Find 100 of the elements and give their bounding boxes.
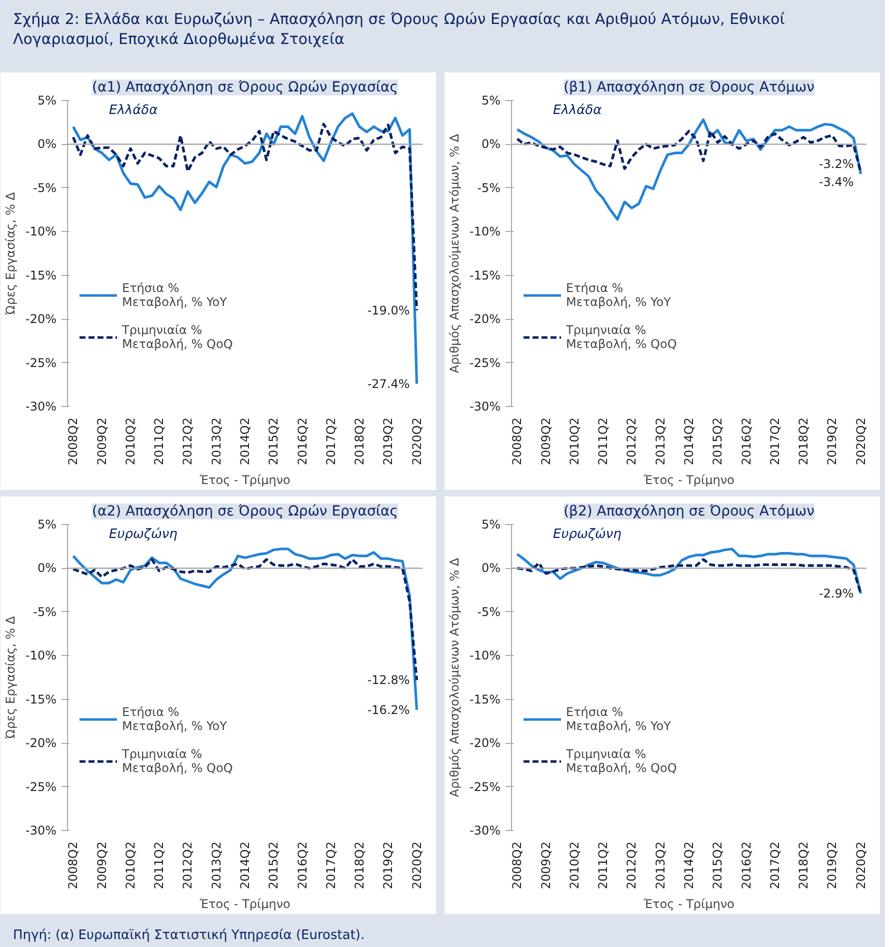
y-tick-label: -30% [470,824,501,838]
y-tick-label: 0% [37,137,57,152]
data-label: -3.4% [818,174,854,189]
legend-label: Ετήσια % Μεταβολή, % YoY [566,705,671,733]
annotation: Ελλάδα [553,103,602,118]
legend-label: Ετήσια % Μεταβολή, % YoY [122,281,227,309]
x-tick-label: 2009Q2 [94,417,109,466]
x-tick-label: 2013Q2 [653,417,668,466]
x-tick-label: 2013Q2 [653,841,668,890]
y-tick-label: 5% [481,94,501,108]
y-tick-label: -10% [470,648,501,663]
x-tick-label: 2020Q2 [410,417,424,466]
y-tick-label: -5% [477,180,501,195]
x-tick-label: 2020Q2 [410,841,424,890]
data-label: -27.4% [367,376,410,391]
x-tick-label: 2018Q2 [796,417,811,466]
chart-title: Σχήμα 2: Ελλάδα και Ευρωζώνη – Απασχόληση σε Όρους Ωρών Εργασίας και Αριθμού Ατόμων, Εθνικοί Λογαριασμοί, Εποχικά Διορθωμένα Στοιχεία [13,9,786,50]
x-tick-label: 2012Q2 [624,417,639,466]
y-tick-label: -15% [26,692,57,706]
x-tick-label: 2017Q2 [768,417,782,466]
x-tick-label: 2019Q2 [381,417,396,466]
x-tick-label: 2020Q2 [854,841,868,890]
y-tick-label: 5% [37,94,57,108]
x-tick-label: 2008Q2 [66,417,80,466]
x-tick-label: 2014Q2 [238,841,252,890]
x-tick-label: 2017Q2 [324,417,338,466]
y-tick-label: -25% [470,780,501,794]
x-tick-label: 2010Q2 [567,417,582,466]
x-tick-label: 2010Q2 [567,841,582,890]
x-tick-label: 2017Q2 [324,841,338,890]
annotation: Ελλάδα [109,103,158,118]
x-tick-label: 2015Q2 [266,417,281,466]
y-tick-label: -15% [470,692,501,706]
x-tick-label: 2019Q2 [381,841,396,890]
x-tick-label: 2016Q2 [295,841,310,890]
x-tick-label: 2018Q2 [352,417,367,466]
y-tick-label: -5% [33,604,57,619]
x-tick-label: 2013Q2 [209,841,224,890]
y-axis-title: Αριθμός Απασχολούμενων Ατόμων, % Δ [448,557,462,798]
y-axis-title: Ώρες Εργασίας, % Δ [4,191,18,316]
y-tick-label: -5% [477,604,501,619]
x-tick-label: 2010Q2 [123,417,138,466]
y-tick-label: -10% [26,224,57,239]
chart-subtitle: (β1) Απασχόληση σε Όρους Ατόμων [564,80,815,96]
x-tick-label: 2019Q2 [825,841,840,890]
y-tick-label: 0% [37,561,57,576]
y-tick-label: -20% [26,312,57,326]
y-tick-label: -5% [33,180,57,195]
x-tick-label: 2009Q2 [94,841,109,890]
legend-label: Τριμηνιαία % Μεταβολή, % QoQ [122,323,233,351]
x-tick-label: 2013Q2 [209,417,224,466]
data-label: -19.0% [367,303,410,318]
data-label: -16.2% [367,702,410,717]
annotation: Ευρωζώνη [109,527,178,542]
legend-label: Ετήσια % Μεταβολή, % YoY [566,281,671,309]
x-tick-label: 2011Q2 [152,841,166,890]
x-tick-label: 2011Q2 [596,841,610,890]
y-tick-label: -30% [26,400,57,414]
x-tick-label: 2015Q2 [266,841,281,890]
x-tick-label: 2014Q2 [682,417,696,466]
y-axis-title: Ώρες Εργασίας, % Δ [4,615,18,740]
y-tick-label: -25% [470,356,501,370]
x-tick-label: 2018Q2 [796,841,811,890]
x-tick-label: 2016Q2 [739,841,754,890]
x-axis-title: Έτος - Τρίμηνο [642,897,734,912]
y-axis-title: Αριθμός Απασχολούμενων Ατόμων, % Δ [448,133,462,374]
x-axis-title: Έτος - Τρίμηνο [642,473,734,488]
y-tick-label: 5% [37,518,57,532]
y-tick-label: -20% [470,736,501,750]
y-tick-label: -30% [470,400,501,414]
chart-subtitle: (α2) Απασχόληση σε Όρους Ωρών Εργασίας [92,504,398,520]
x-axis-title: Έτος - Τρίμηνο [198,473,290,488]
legend-label: Τριμηνιαία % Μεταβολή, % QoQ [122,747,233,775]
data-label: -3.2% [818,157,854,172]
y-tick-label: 5% [481,518,501,532]
y-tick-label: -30% [26,824,57,838]
x-tick-label: 2018Q2 [352,841,367,890]
y-tick-label: -10% [26,648,57,663]
x-tick-label: 2017Q2 [768,841,782,890]
x-tick-label: 2015Q2 [710,841,725,890]
x-tick-label: 2014Q2 [238,417,252,466]
y-tick-label: -20% [26,736,57,750]
y-tick-label: 0% [481,137,501,152]
x-tick-label: 2009Q2 [538,417,553,466]
y-tick-label: 0% [481,561,501,576]
y-tick-label: -10% [470,224,501,239]
x-tick-label: 2011Q2 [596,417,610,466]
x-tick-label: 2016Q2 [295,417,310,466]
x-tick-label: 2012Q2 [624,841,639,890]
x-tick-label: 2020Q2 [854,417,868,466]
legend-label: Τριμηνιαία % Μεταβολή, % QoQ [566,323,677,351]
x-tick-label: 2010Q2 [123,841,138,890]
data-label: -12.8% [367,673,410,688]
x-tick-label: 2009Q2 [538,841,553,890]
x-tick-label: 2011Q2 [152,417,166,466]
y-tick-label: -25% [26,780,57,794]
x-tick-label: 2014Q2 [682,841,696,890]
annotation: Ευρωζώνη [553,527,622,542]
legend-label: Ετήσια % Μεταβολή, % YoY [122,705,227,733]
text: Πηγή: (α) Ευρωπαϊκή Στατιστική Υπηρεσία (Eurostat). [13,927,365,945]
